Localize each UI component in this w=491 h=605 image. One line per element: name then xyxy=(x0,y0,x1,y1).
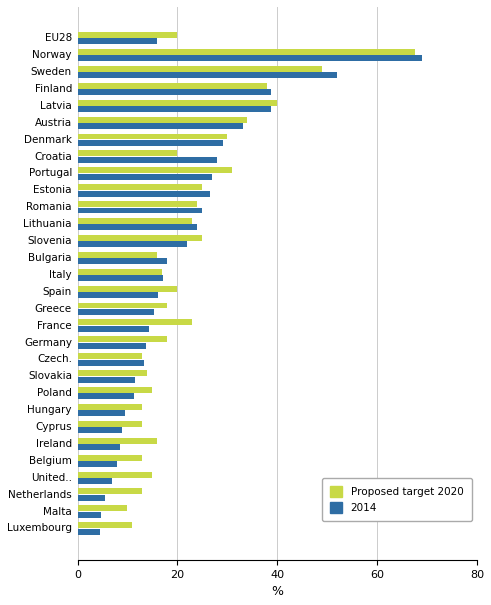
Bar xyxy=(78,319,192,325)
Bar xyxy=(78,252,158,258)
Bar xyxy=(78,471,152,477)
Bar xyxy=(78,269,163,275)
Bar xyxy=(78,292,159,298)
Bar xyxy=(78,336,167,342)
Bar xyxy=(78,438,158,443)
Bar xyxy=(78,157,217,163)
Bar xyxy=(78,100,277,106)
Legend: Proposed target 2020, 2014: Proposed target 2020, 2014 xyxy=(322,478,472,522)
Bar xyxy=(78,49,414,55)
X-axis label: %: % xyxy=(271,585,283,598)
Bar xyxy=(78,123,243,129)
Bar xyxy=(78,201,197,207)
Bar xyxy=(78,174,212,180)
Bar xyxy=(78,286,177,292)
Bar xyxy=(78,134,227,139)
Bar xyxy=(78,495,105,501)
Bar xyxy=(78,235,202,241)
Bar xyxy=(78,73,337,78)
Bar xyxy=(78,184,202,190)
Bar xyxy=(78,117,247,123)
Bar xyxy=(78,258,167,264)
Bar xyxy=(78,478,112,484)
Bar xyxy=(78,529,100,535)
Bar xyxy=(78,427,122,433)
Bar xyxy=(78,360,144,365)
Bar xyxy=(78,309,154,315)
Bar xyxy=(78,404,142,410)
Bar xyxy=(78,89,271,95)
Bar xyxy=(78,461,117,467)
Bar xyxy=(78,151,177,156)
Bar xyxy=(78,410,125,416)
Bar xyxy=(78,393,134,399)
Bar xyxy=(78,444,120,450)
Bar xyxy=(78,66,322,72)
Bar xyxy=(78,488,142,494)
Bar xyxy=(78,191,210,197)
Bar xyxy=(78,353,142,359)
Bar xyxy=(78,224,197,231)
Bar xyxy=(78,522,133,528)
Bar xyxy=(78,421,142,427)
Bar xyxy=(78,302,167,309)
Bar xyxy=(78,241,187,247)
Bar xyxy=(78,455,142,460)
Bar xyxy=(78,512,101,518)
Bar xyxy=(78,343,146,348)
Bar xyxy=(78,83,267,89)
Bar xyxy=(78,370,147,376)
Bar xyxy=(78,39,158,44)
Bar xyxy=(78,326,149,332)
Bar xyxy=(78,32,177,38)
Bar xyxy=(78,376,136,382)
Bar xyxy=(78,56,422,61)
Bar xyxy=(78,387,152,393)
Bar xyxy=(78,505,128,511)
Bar xyxy=(78,168,232,173)
Bar xyxy=(78,106,271,112)
Bar xyxy=(78,275,163,281)
Bar xyxy=(78,218,192,224)
Bar xyxy=(78,140,223,146)
Bar xyxy=(78,208,202,214)
